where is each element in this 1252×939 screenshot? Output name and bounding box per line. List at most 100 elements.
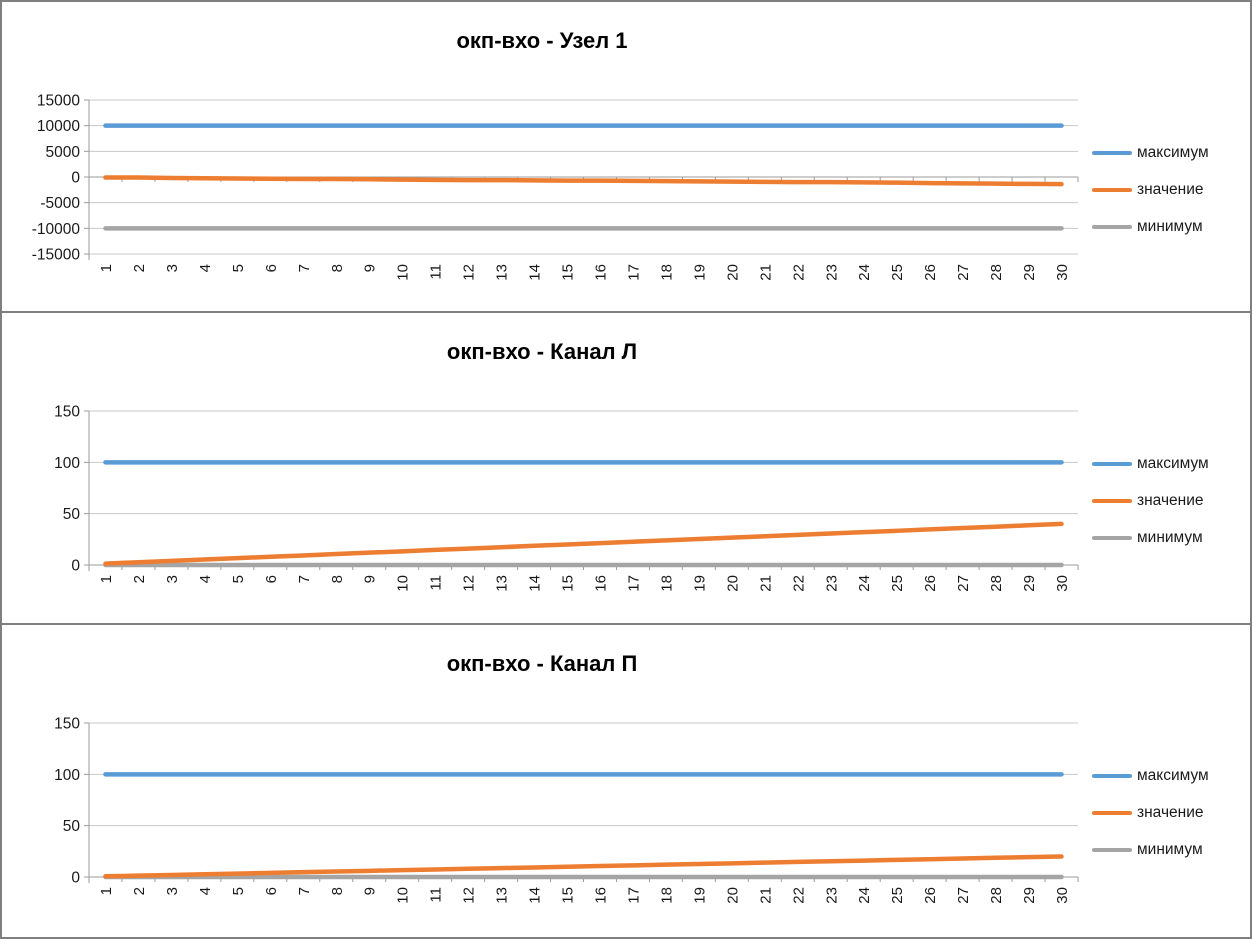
svg-text:30: 30 bbox=[1054, 575, 1071, 592]
legend-label-value: значение bbox=[1137, 181, 1204, 198]
svg-text:5: 5 bbox=[230, 264, 247, 272]
svg-text:6: 6 bbox=[263, 887, 280, 895]
svg-text:3: 3 bbox=[164, 887, 181, 895]
svg-text:26: 26 bbox=[922, 887, 939, 904]
legend-line-minimum-icon bbox=[1092, 536, 1132, 540]
legend-item-maximum: максимум bbox=[1092, 453, 1209, 475]
svg-text:21: 21 bbox=[757, 575, 774, 592]
svg-text:18: 18 bbox=[658, 887, 675, 904]
svg-text:29: 29 bbox=[1021, 264, 1038, 281]
svg-text:1: 1 bbox=[98, 887, 115, 895]
svg-text:23: 23 bbox=[823, 887, 840, 904]
svg-text:22: 22 bbox=[790, 887, 807, 904]
svg-text:2: 2 bbox=[131, 887, 148, 895]
legend-line-value-icon bbox=[1092, 811, 1132, 815]
svg-text:9: 9 bbox=[362, 887, 379, 895]
svg-text:25: 25 bbox=[889, 887, 906, 904]
svg-text:20: 20 bbox=[724, 887, 741, 904]
svg-text:14: 14 bbox=[527, 575, 544, 592]
svg-text:1: 1 bbox=[98, 575, 115, 583]
svg-text:0: 0 bbox=[71, 170, 80, 187]
svg-text:27: 27 bbox=[955, 264, 972, 281]
legend-item-minimum: минимум bbox=[1092, 527, 1209, 549]
svg-text:9: 9 bbox=[362, 264, 379, 272]
svg-text:14: 14 bbox=[527, 264, 544, 281]
svg-text:28: 28 bbox=[988, 575, 1005, 592]
svg-text:150: 150 bbox=[54, 404, 80, 421]
svg-text:-10000: -10000 bbox=[32, 221, 81, 238]
svg-text:15: 15 bbox=[560, 264, 577, 281]
svg-text:50: 50 bbox=[63, 506, 81, 523]
svg-text:2: 2 bbox=[131, 264, 148, 272]
legend-line-minimum-icon bbox=[1092, 225, 1132, 229]
svg-text:28: 28 bbox=[988, 887, 1005, 904]
svg-text:19: 19 bbox=[691, 575, 708, 592]
svg-text:17: 17 bbox=[625, 887, 642, 904]
chart-legend-kanal-l: максимум значение минимум bbox=[1092, 453, 1209, 549]
svg-text:12: 12 bbox=[461, 264, 478, 281]
legend-label-maximum: максимум bbox=[1137, 767, 1209, 784]
svg-text:19: 19 bbox=[691, 264, 708, 281]
legend-label-maximum: максимум bbox=[1137, 144, 1209, 161]
chart-title-kanal-l: окп-вхо - Канал Л bbox=[446, 339, 638, 364]
svg-text:15: 15 bbox=[560, 887, 577, 904]
svg-text:23: 23 bbox=[823, 575, 840, 592]
legend-item-value: значение bbox=[1092, 490, 1209, 512]
legend-line-value-icon bbox=[1092, 499, 1132, 503]
chart-panel-kanal-l: 150 100 50 0 1 2 3 4 5 6 7 8 9 10 11 12 13 14 15 16 17 18 19 20… bbox=[2, 311, 1250, 623]
legend-label-maximum: максимум bbox=[1137, 455, 1209, 472]
svg-text:10000: 10000 bbox=[37, 118, 80, 135]
svg-text:100: 100 bbox=[54, 767, 80, 784]
svg-text:16: 16 bbox=[592, 575, 609, 592]
chart-legend-kanal-p: максимум значение минимум bbox=[1092, 765, 1209, 861]
svg-text:10: 10 bbox=[395, 887, 412, 904]
svg-text:4: 4 bbox=[197, 887, 214, 895]
legend-item-value: значение bbox=[1092, 802, 1209, 824]
svg-text:26: 26 bbox=[922, 264, 939, 281]
svg-text:7: 7 bbox=[296, 264, 313, 272]
svg-text:27: 27 bbox=[955, 887, 972, 904]
svg-text:0: 0 bbox=[71, 870, 80, 887]
svg-text:8: 8 bbox=[329, 887, 346, 895]
svg-text:26: 26 bbox=[922, 575, 939, 592]
svg-text:17: 17 bbox=[625, 264, 642, 281]
svg-text:5: 5 bbox=[230, 887, 247, 895]
svg-text:6: 6 bbox=[263, 264, 280, 272]
legend-item-value: значение bbox=[1092, 179, 1209, 201]
legend-label-value: значение bbox=[1137, 492, 1204, 509]
svg-text:24: 24 bbox=[856, 887, 873, 904]
chart-panel-uzel-1: 15000 10000 5000 0 -5000 -10000 -15000 1 2 3 4 5 6 7 8… bbox=[2, 2, 1250, 311]
svg-text:25: 25 bbox=[889, 264, 906, 281]
svg-text:19: 19 bbox=[691, 887, 708, 904]
legend-line-maximum-icon bbox=[1092, 774, 1132, 778]
svg-text:7: 7 bbox=[296, 575, 313, 583]
svg-text:2: 2 bbox=[131, 575, 148, 583]
svg-text:21: 21 bbox=[757, 887, 774, 904]
legend-label-minimum: минимум bbox=[1137, 218, 1203, 235]
svg-text:150: 150 bbox=[54, 716, 80, 733]
svg-text:24: 24 bbox=[856, 575, 873, 592]
legend-line-value-icon bbox=[1092, 188, 1132, 192]
svg-text:17: 17 bbox=[625, 575, 642, 592]
svg-text:24: 24 bbox=[856, 264, 873, 281]
svg-text:14: 14 bbox=[527, 887, 544, 904]
svg-text:9: 9 bbox=[362, 575, 379, 583]
svg-text:4: 4 bbox=[197, 575, 214, 583]
svg-text:30: 30 bbox=[1054, 887, 1071, 904]
svg-text:6: 6 bbox=[263, 575, 280, 583]
svg-text:13: 13 bbox=[494, 575, 511, 592]
svg-text:21: 21 bbox=[757, 264, 774, 281]
legend-label-minimum: минимум bbox=[1137, 529, 1203, 546]
legend-item-maximum: максимум bbox=[1092, 142, 1209, 164]
svg-text:10: 10 bbox=[395, 575, 412, 592]
svg-text:11: 11 bbox=[428, 264, 445, 280]
svg-text:0: 0 bbox=[71, 558, 80, 575]
legend-label-value: значение bbox=[1137, 804, 1204, 821]
svg-text:13: 13 bbox=[494, 264, 511, 281]
legend-line-minimum-icon bbox=[1092, 848, 1132, 852]
svg-text:25: 25 bbox=[889, 575, 906, 592]
legend-item-maximum: максимум bbox=[1092, 765, 1209, 787]
svg-text:-5000: -5000 bbox=[40, 195, 80, 212]
svg-text:3: 3 bbox=[164, 575, 181, 583]
